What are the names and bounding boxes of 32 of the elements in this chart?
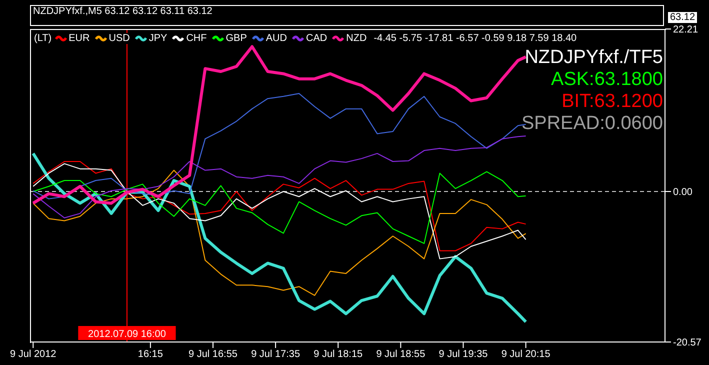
legend-label: GBP xyxy=(226,33,247,44)
text: 63.12 xyxy=(668,12,698,23)
legend-label: USD xyxy=(108,33,130,44)
ref-line-label: 2012.07.09 16:00 xyxy=(88,329,166,340)
annotation: -4.45 -5.75 -17.81 -6.57 -0.59 9.18 7.59 18.40 xyxy=(374,33,577,44)
x-tick-label: 9 Jul 18:55 xyxy=(376,349,426,360)
x-tick-label: 9 Jul 16:55 xyxy=(188,349,238,360)
annotation: SPREAD:0.0600 xyxy=(521,113,663,135)
legend-label: CAD xyxy=(306,33,328,44)
annotation: ASK:63.1800 xyxy=(550,69,663,91)
x-tick-label: 9 Jul 20:15 xyxy=(501,349,551,360)
line-series xyxy=(32,135,526,218)
annotation: BIT:63.1200 xyxy=(560,91,663,113)
y-tick-label: -20.57 xyxy=(673,338,702,349)
legend-label: JPY xyxy=(148,33,168,44)
legend-title: (LT) xyxy=(34,33,52,44)
line-series xyxy=(32,152,528,324)
line-series xyxy=(32,171,526,244)
x-tick-label: 9 Jul 17:35 xyxy=(251,349,300,360)
legend-label: AUD xyxy=(266,33,287,44)
y-tick-label: 22.21 xyxy=(673,24,698,36)
x-tick-label: 9 Jul 18:15 xyxy=(314,349,364,360)
legend-label: EUR xyxy=(68,33,90,44)
annotation: NZDJPYfxf./TF5 xyxy=(524,47,663,69)
line-series xyxy=(32,170,526,296)
x-tick-label: 16:15 xyxy=(138,349,164,360)
x-tick-label: 9 Jul 19:35 xyxy=(438,349,488,360)
text: NZDJPYfxf.,M5 63.12 63.12 63.11 63.12 xyxy=(33,6,212,17)
legend-label: NZD xyxy=(346,33,367,44)
legend-label: CHF xyxy=(186,33,207,44)
x-tick-label: 9 Jul 2012 xyxy=(10,349,57,360)
y-tick-label: 0.00 xyxy=(673,187,693,198)
